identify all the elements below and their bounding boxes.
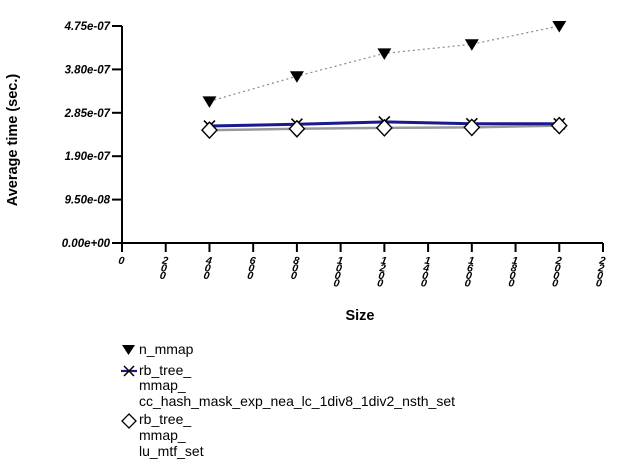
x-tick-label: 200: [158, 254, 169, 282]
diamond-marker: [288, 119, 306, 138]
x-tick-label: 2000: [550, 254, 562, 289]
x-tick-label: 600: [246, 255, 256, 283]
legend-entry-cc-hash: rb_tree_ mmap_ cc_hash_mask_exp_nea_lc_1…: [121, 361, 455, 410]
x-tick-label: 0: [118, 255, 126, 268]
x-tick-label: 1600: [464, 255, 475, 290]
y-tick-label: 4.75e-07: [64, 21, 111, 33]
series-line-0: [209, 25, 560, 102]
legend-label: mmap_: [139, 426, 186, 443]
x-tick-label: 1800: [508, 255, 519, 290]
legend-label: mmap_: [139, 377, 186, 394]
chart-legend: n_mmap rb_tree_ mmap_ cc_hash_mask_exp_n…: [121, 341, 455, 462]
x-tick-label: 1400: [419, 254, 431, 289]
diamond-icon: [121, 413, 139, 433]
legend-label: cc_hash_mask_exp_nea_lc_1div8_1div2_nsth…: [139, 392, 455, 409]
x-tick-label: 1200: [375, 254, 387, 289]
y-tick-label: 0.00e+00: [62, 238, 111, 250]
triangle-down-marker: [377, 48, 392, 60]
x-axis-title: Size: [345, 308, 374, 324]
triangle-down-marker: [464, 39, 479, 51]
legend-entry-lu-mtf: rb_tree_ mmap_ lu_mtf_set: [121, 412, 455, 459]
axis-lines: [121, 26, 603, 244]
triangle-down-marker: [552, 21, 567, 33]
triangle-down-icon: [121, 343, 139, 360]
legend-label: rb_tree_: [139, 411, 192, 428]
diamond-marker: [550, 116, 568, 135]
y-tick-label: 1.90e-07: [65, 151, 111, 163]
x-tick-label: 400: [202, 254, 213, 282]
diamond-marker: [463, 118, 481, 137]
x-tick-label: 2200: [594, 254, 606, 289]
line-chart-canvas: Size Average time (sec.) 0.00e+00 9.50e-0…: [5, 21, 606, 324]
y-tick-label: 3.80e-07: [65, 64, 111, 76]
y-axis-title: Average time (sec.): [5, 74, 21, 207]
triangle-down-marker: [202, 96, 217, 108]
legend-label: rb_tree_: [139, 361, 192, 378]
y-tick-label: 2.85e-07: [64, 108, 111, 120]
legend-label: n_mmap: [139, 341, 194, 357]
legend-label: lu_mtf_set: [139, 442, 204, 459]
x-tick-label: 800: [290, 255, 300, 283]
diamond-marker: [200, 121, 218, 140]
x-tick-label: 1000: [333, 255, 344, 290]
legend-entry-n-mmap: n_mmap: [121, 341, 455, 360]
diamond-marker: [375, 118, 393, 137]
x-marker-icon: [121, 364, 139, 382]
y-tick-label: 9.50e-08: [65, 195, 111, 207]
triangle-down-marker: [289, 71, 304, 83]
